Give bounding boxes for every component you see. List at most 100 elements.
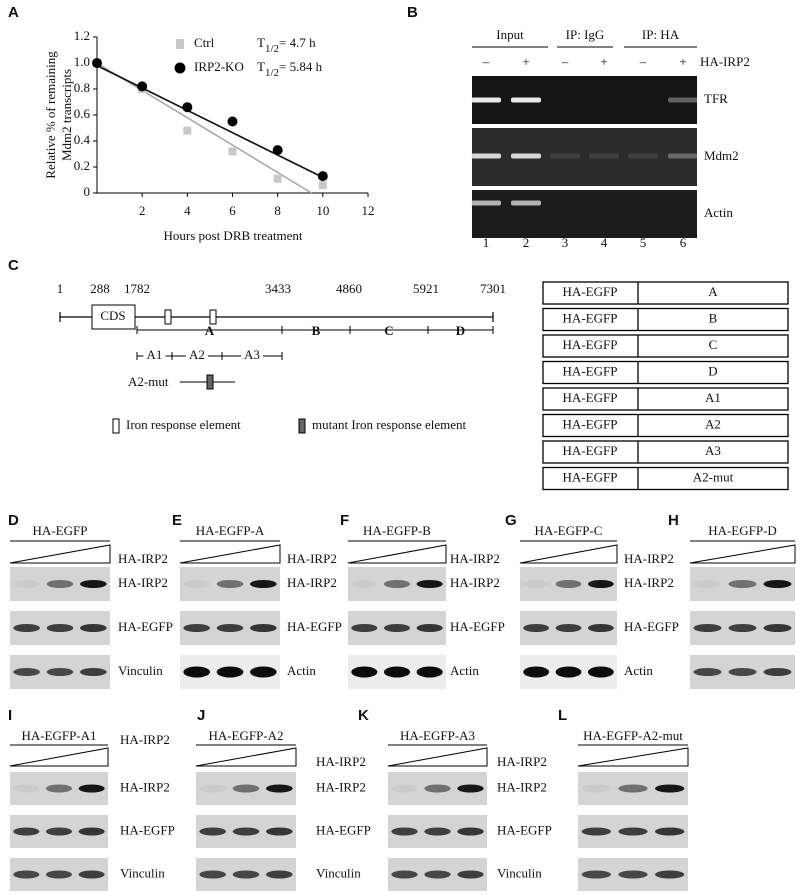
blot-band [391,784,418,793]
blot-band [655,827,685,836]
half-life-text: = 4.7 h [279,35,316,50]
construct-fragment: B [709,310,718,325]
position-label: 1 [57,281,64,296]
blot-band [266,784,293,793]
blot-band [13,827,40,836]
treatment-sign: + [522,54,529,69]
blot-band [183,666,211,678]
row-label: Vinculin [120,865,165,880]
position-label: 288 [90,281,110,296]
dose-wedge [9,544,111,564]
point [317,171,328,182]
y-axis-label: Mdm2 transcripts [59,69,74,161]
blot-band [728,580,757,588]
legend-label: IRP2-KO [194,59,244,74]
row-label: HA-EGFP [450,619,505,634]
dose-label: HA-IRP2 [287,551,337,566]
half-life: T1/2= 5.84 h [257,59,323,79]
gel-band [668,97,698,103]
y-tick-label: 0.6 [74,106,91,121]
legend-label: Ctrl [194,35,215,50]
blot-title: HA-EGFP-B [363,523,431,538]
segment-label: D [456,323,465,338]
gel-image [472,128,697,186]
row-label: Actin [287,663,316,678]
blot-band [555,624,582,632]
blot-band [80,624,107,632]
dose-label: HA-IRP2 [120,732,170,747]
lane-number: 4 [601,235,608,250]
treatment-sign: – [482,54,490,69]
gel-band [628,153,658,159]
blot-band [216,580,244,588]
gel-band [471,153,501,159]
point [183,126,192,135]
point [227,116,238,127]
blot-band [250,624,277,632]
x-tick-label: 8 [274,203,281,218]
segment-label: A [205,323,215,338]
lane-number: 3 [562,235,569,250]
row-label: Vinculin [316,865,361,880]
segment-label: C [384,323,393,338]
segment-label: B [312,323,321,338]
half-life-subscript: 1/2 [265,67,279,79]
blot-title: HA-EGFP-A1 [21,728,96,743]
gel-band [471,97,501,103]
blot-band [416,624,443,632]
blot-band [523,666,550,678]
blot-band [232,870,260,879]
x-tick-label: 10 [316,203,329,218]
blot-band [78,870,105,879]
blot-band [391,827,418,836]
blot-band [199,870,227,879]
position-label: 5921 [413,281,439,296]
blot-band [232,827,260,836]
construct-row [542,307,789,332]
construct-tag: HA-EGFP [563,443,618,458]
x-tick-label: 2 [139,203,146,218]
lane-number: 5 [640,235,647,250]
fit-line [96,62,312,194]
blot-band [199,784,227,793]
blot-band [693,668,722,676]
gel-band [511,153,541,159]
blot-band [13,784,40,793]
blot-band [424,870,451,879]
row-label: Vinculin [497,865,542,880]
blot-title: HA-EGFP-A [196,523,265,538]
y-tick-label: 0.8 [74,80,90,95]
blot-band [78,827,105,836]
blot-band [383,580,411,588]
panel-letter: E [172,512,182,529]
construct-row [542,360,789,385]
half-life-symbol: T [257,59,265,74]
dose-label: HA-IRP2 [450,551,500,566]
x-tick-label: 4 [184,203,191,218]
dose-wedge [179,544,281,564]
panel-letter: K [358,707,369,724]
construct-row [542,334,789,358]
blot-band [13,870,40,879]
blot-band [78,784,105,793]
row-label: HA-EGFP [316,822,371,837]
construct-fragment: D [708,363,717,378]
blot-band [618,827,648,836]
blot-band [250,580,277,588]
half-life-subscript: 1/2 [265,43,279,55]
blot-band [351,666,378,678]
blot-band [216,624,244,632]
blot-band [416,666,443,678]
blot-band [457,784,484,793]
construct-fragment: A3 [705,443,721,458]
construct-fragment: A2-mut [693,469,734,484]
blot-band [183,624,211,632]
blot-band [523,580,550,588]
construct-tag: HA-EGFP [563,390,618,405]
blot-title: HA-EGFP [33,523,88,538]
blot-band [655,784,685,793]
row-label: HA-IRP2 [316,779,366,794]
gel-band [589,153,619,159]
y-tick-label: 0.4 [74,132,91,147]
construct-tag: HA-EGFP [563,284,618,299]
